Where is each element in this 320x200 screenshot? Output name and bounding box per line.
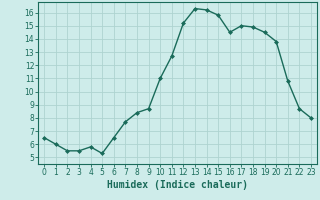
X-axis label: Humidex (Indice chaleur): Humidex (Indice chaleur) xyxy=(107,180,248,190)
